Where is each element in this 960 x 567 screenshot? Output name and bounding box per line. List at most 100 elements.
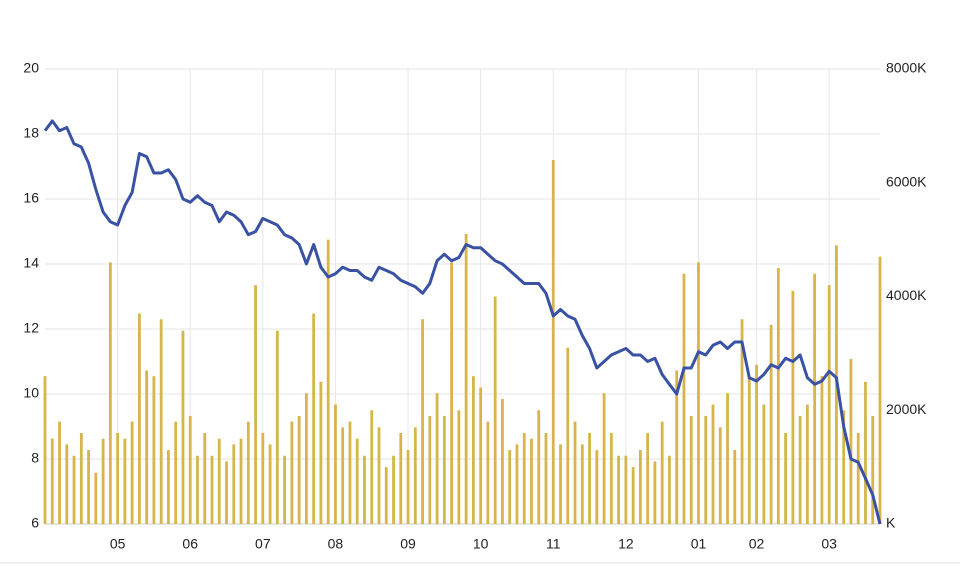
volume-bar [573,421,577,524]
volume-bar [65,444,69,524]
y2-tick-label: 4000K [886,287,927,303]
y-tick-label: 16 [23,190,39,206]
volume-bar [79,433,83,524]
volume-bar [145,370,149,524]
volume-bar [239,438,243,524]
grid [45,68,880,525]
x-tick-label: 10 [473,536,489,552]
volume-bar [697,262,700,524]
volume-bar [471,376,475,524]
x-tick-label: 07 [255,536,271,552]
volume-bar [740,319,744,524]
volume-bar [689,415,693,524]
volume-bar [609,433,613,524]
volume-bar [384,467,388,524]
volume-bar [130,421,134,524]
volume-bar [537,410,541,524]
volume-bar [813,273,817,524]
volume-bar [755,364,758,524]
volume-bar [631,467,635,524]
volume-bar [43,376,47,524]
volume-bar [123,438,127,524]
volume-bar [137,313,141,524]
y-tick-label: 14 [23,255,39,271]
volume-bar [704,415,708,524]
volume-bar [849,359,853,524]
volume-bar [159,319,163,524]
y-tick-label: 10 [23,385,39,401]
volume-bar [588,433,591,524]
y-tick-label: 12 [23,320,39,336]
volume-bar [864,381,867,524]
volume-bar [392,455,395,524]
x-tick-label: 09 [400,536,416,552]
volume-bar [842,410,846,524]
volume-bar [501,398,504,524]
volume-bar [268,444,272,524]
volume-bar [87,450,90,524]
volume-bar [174,421,178,524]
volume-bar [805,404,809,524]
volume-bar [232,444,236,524]
volume-bar [638,450,642,524]
y-tick-label: 20 [23,60,39,76]
volume-bar [602,393,606,524]
volume-bar [290,421,294,524]
volume-bar [769,324,773,524]
volume-bar [399,433,403,524]
volume-bar [479,387,483,524]
volume-bar [181,330,185,524]
volume-bar [261,433,265,524]
y-tick-label: 18 [23,125,39,141]
volume-bar [210,455,214,524]
x-tick-label: 05 [110,536,126,552]
volume-bar [566,347,570,524]
volume-bar [827,285,831,524]
volume-bar [522,433,526,524]
x-tick-label: 03 [821,536,837,552]
volume-bar [217,438,221,524]
volume-bar [776,268,780,524]
y2-tick-label: 8000K [886,60,927,76]
volume-bar [718,427,722,524]
x-tick-label: 11 [546,536,561,552]
volume-bar [319,381,323,524]
volume-bar [682,273,686,524]
volume-bar [363,455,366,524]
volume-bar [515,444,519,524]
volume-bar [508,450,512,524]
volume-bar [377,427,381,524]
volume-bar [413,427,417,524]
volume-bar [297,415,301,524]
volume-bar [101,438,105,524]
x-tick-label: 01 [691,536,707,552]
volume-bar [50,438,54,524]
volume-bar [326,239,330,524]
volume-bar [435,393,439,524]
volume-bar [275,330,279,524]
volume-bar [457,410,461,524]
volume-bar [254,285,257,524]
volume-bar [791,290,795,524]
volume-bar [559,444,562,524]
volume-bar [334,404,337,524]
volume-bar [798,415,802,524]
volume-bar [726,393,729,524]
volume-bar [762,404,766,524]
volume-bar [196,455,199,524]
volume-bar [595,450,599,524]
volume-bar [617,455,621,524]
volume-bar [544,433,548,524]
volume-bar [421,319,424,524]
x-tick-label: 12 [618,536,634,552]
volume-bar [878,256,882,524]
volume-bar [675,370,679,524]
volume-bar [871,415,875,524]
volume-bar [188,415,192,524]
y2-tick-label: 2000K [886,401,927,417]
volume-bar [624,455,628,524]
volume-bar [733,450,737,524]
volume-bar [348,421,352,524]
volume-bar [711,404,715,524]
